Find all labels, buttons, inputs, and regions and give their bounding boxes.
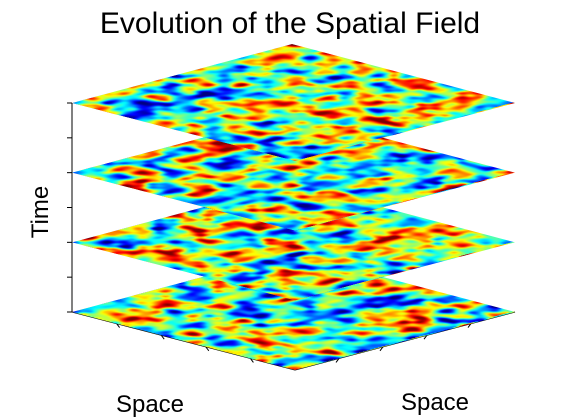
y-axis-tick [379,346,384,352]
time-slice-2 [72,183,515,301]
time-slice-4 [72,44,515,161]
x-axis-tick [116,323,120,328]
x-axis-tick [205,346,210,352]
y-axis-label: Space [401,389,469,416]
y-axis-tick [423,334,428,340]
x-axis-tick [249,358,254,363]
z-axis-label: Time [27,186,54,238]
time-slice-1 [72,253,515,370]
y-axis-tick [335,358,340,363]
y-axis-tick [467,323,472,328]
x-axis-label: Space [116,391,184,418]
time-slice-3 [72,113,515,231]
chart-title: Evolution of the Spatial Field [100,7,480,40]
time-slices [72,44,515,370]
x-axis-tick [160,334,165,340]
